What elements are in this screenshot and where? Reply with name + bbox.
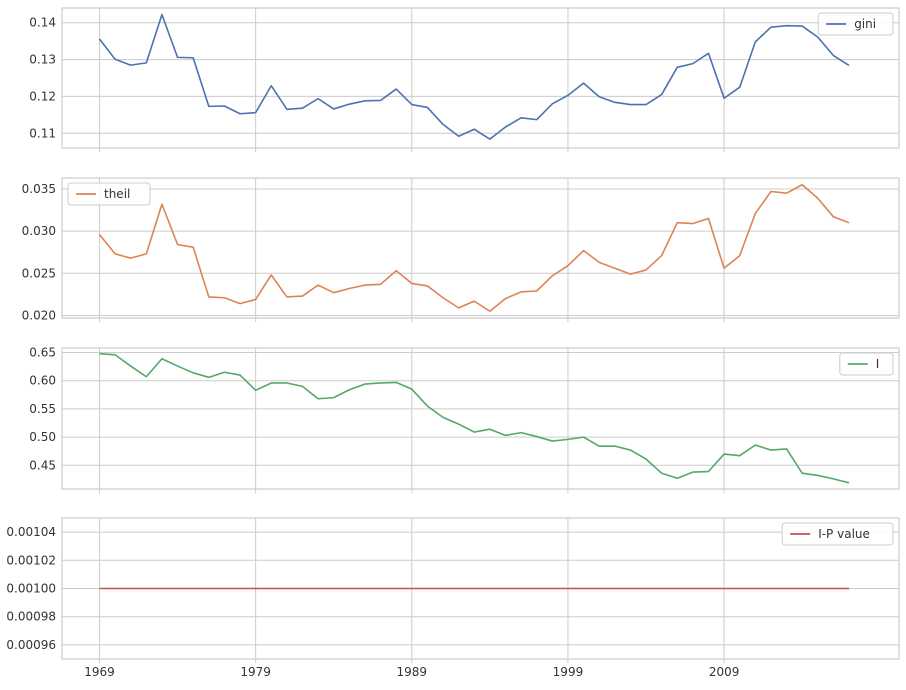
y-tick-label: 0.13 xyxy=(29,53,56,67)
plot-area xyxy=(62,178,899,318)
y-tick-label: 0.00104 xyxy=(6,525,56,539)
y-tick-label: 0.00102 xyxy=(6,553,56,567)
axes-frame xyxy=(61,517,900,660)
legend-label: gini xyxy=(854,17,876,31)
x-tick-label: 1979 xyxy=(240,665,271,679)
y-tick-label: 0.12 xyxy=(29,89,56,103)
series-line-theil xyxy=(98,183,850,313)
legend-label: theil xyxy=(104,187,130,201)
x-tick-label: 1999 xyxy=(553,665,584,679)
axes-frame xyxy=(61,7,900,149)
legend: theil xyxy=(67,182,151,206)
subplot-i: 0.45 0.50 0.55 0.60 0.65 I xyxy=(29,346,900,493)
y-tick-label: 0.45 xyxy=(29,458,56,472)
subplot-gini: 0.11 0.12 0.13 0.14 gini xyxy=(29,7,900,152)
x-tick-label: 2009 xyxy=(709,665,740,679)
series-line-i xyxy=(99,352,850,484)
y-tick-label: 0.00098 xyxy=(6,610,56,624)
legend-label: I xyxy=(876,357,880,371)
plot-area xyxy=(62,348,899,489)
x-tick-label: 1989 xyxy=(397,665,428,679)
legend-box xyxy=(781,522,894,546)
subplot-i-p-value: 0.00096 0.00098 0.00100 0.00102 0.00104 I-P v… xyxy=(6,517,900,663)
legend-label: I-P value xyxy=(818,527,870,541)
y-tick-label: 0.60 xyxy=(29,374,56,388)
y-tick-label: 0.00096 xyxy=(6,638,56,652)
series-line-gini xyxy=(98,13,850,140)
legend: I xyxy=(839,352,894,376)
y-tick-label: 0.11 xyxy=(29,126,56,140)
y-tick-label: 0.00100 xyxy=(6,582,56,596)
y-tick-label: 0.025 xyxy=(22,266,56,280)
legend: gini xyxy=(817,12,894,36)
x-tick-label: 1969 xyxy=(84,665,115,679)
y-tick-label: 0.035 xyxy=(22,182,56,196)
y-tick-label: 0.65 xyxy=(29,346,56,360)
legend: I-P value xyxy=(781,522,894,546)
y-tick-label: 0.020 xyxy=(22,308,56,322)
plot-area xyxy=(62,8,899,148)
y-tick-label: 0.55 xyxy=(29,402,56,416)
legend-box xyxy=(67,182,151,206)
y-tick-label: 0.14 xyxy=(29,16,56,30)
y-tick-label: 0.50 xyxy=(29,430,56,444)
legend-box xyxy=(817,12,894,36)
axes-frame xyxy=(61,347,900,490)
y-tick-label: 0.030 xyxy=(22,224,56,238)
axes-frame xyxy=(61,177,900,319)
subplot-theil: 0.020 0.025 0.030 0.035 theil xyxy=(22,177,900,322)
